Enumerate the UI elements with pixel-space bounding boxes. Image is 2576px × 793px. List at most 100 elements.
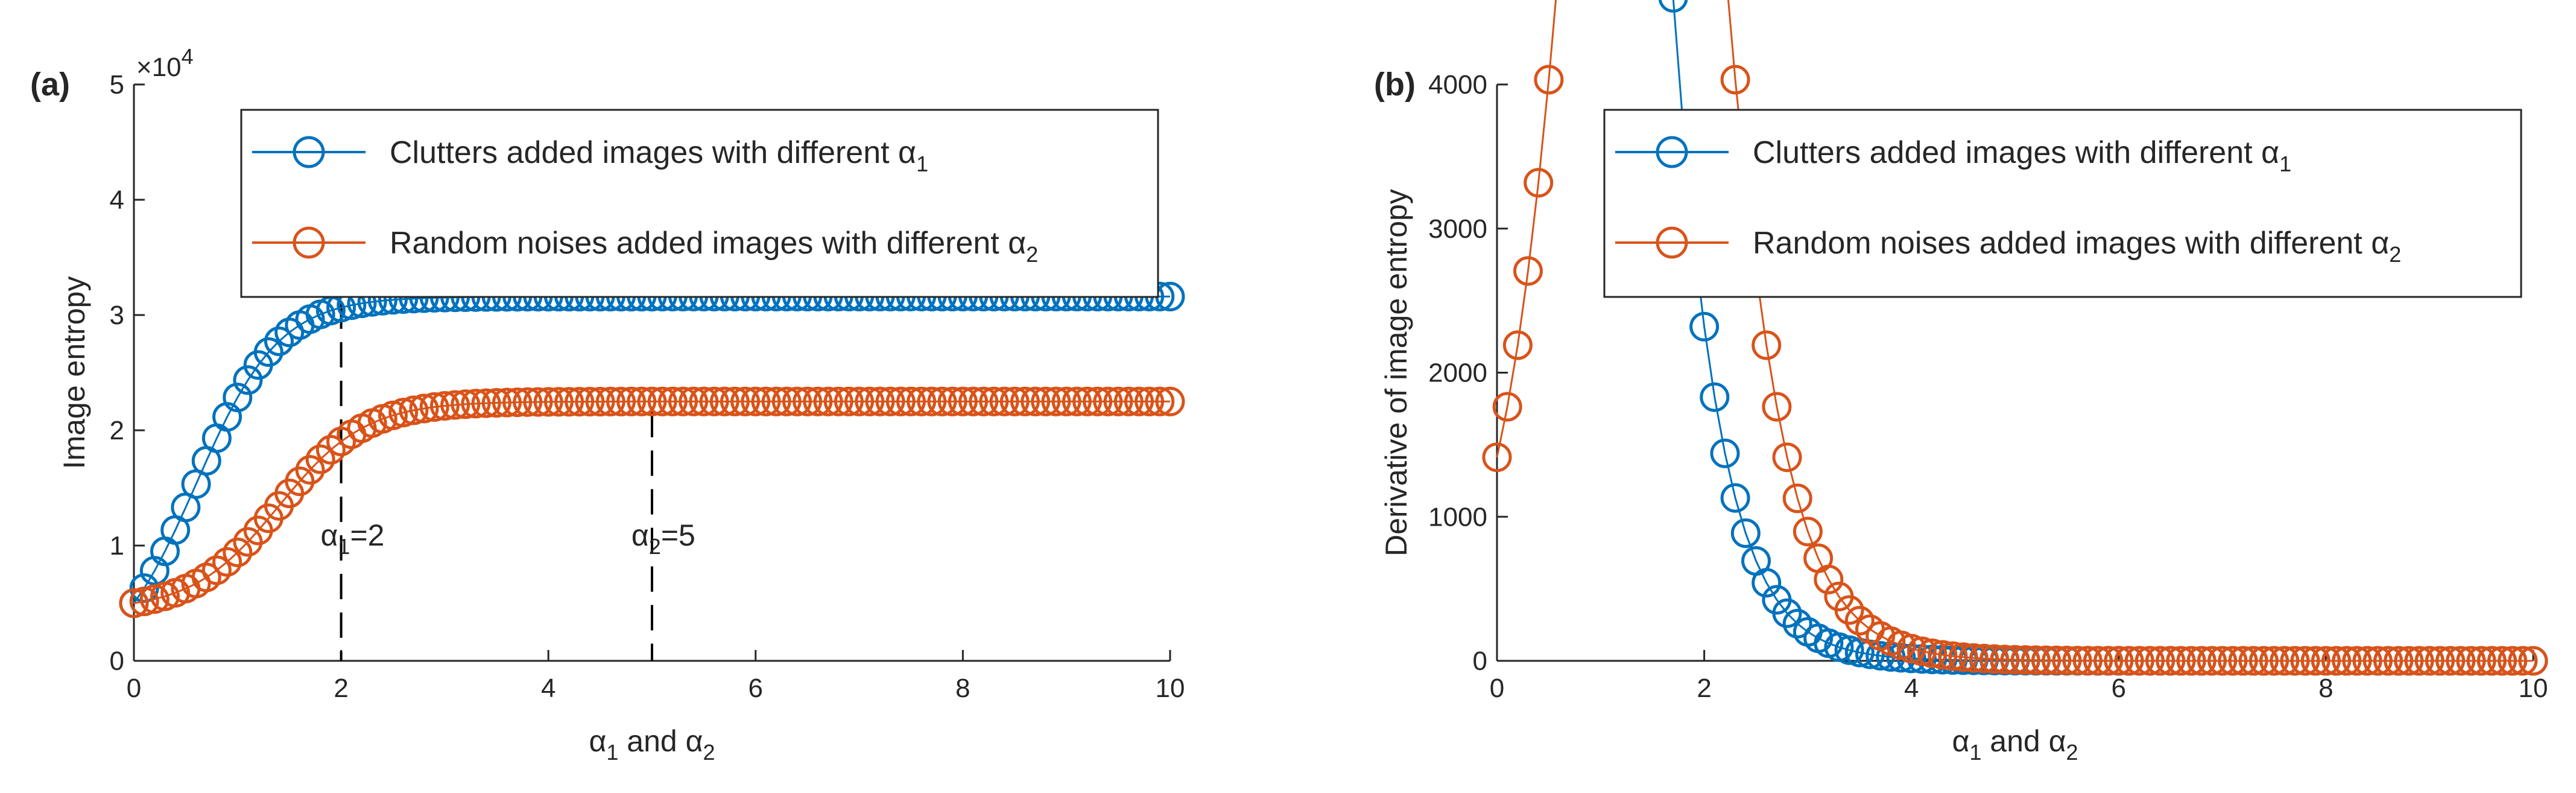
series-marker xyxy=(388,398,419,428)
series-marker xyxy=(999,386,1030,416)
series-marker xyxy=(1502,330,1533,360)
series-marker xyxy=(834,386,864,416)
series-marker xyxy=(2176,646,2206,676)
series-marker xyxy=(1083,386,1113,416)
series-marker xyxy=(2072,646,2103,676)
series-marker xyxy=(2010,645,2040,675)
series-marker xyxy=(793,386,823,416)
series-marker xyxy=(1720,483,1750,513)
y-tick-label: 1000 xyxy=(1428,502,1487,532)
series-marker xyxy=(1793,517,1823,547)
series-marker xyxy=(2062,646,2092,676)
y-axis-label: Image entropy xyxy=(57,276,91,470)
series-marker xyxy=(295,455,325,485)
y-tick-label: 4000 xyxy=(1428,70,1487,100)
series-marker xyxy=(1782,483,1812,514)
legend-marker xyxy=(1656,136,1688,168)
series-marker xyxy=(1124,386,1154,416)
series-marker xyxy=(948,386,978,416)
series-marker xyxy=(2124,646,2154,676)
series-marker xyxy=(1752,568,1782,598)
y-tick-label: 0 xyxy=(110,646,124,676)
annotation-text: α2=5 xyxy=(631,518,695,559)
series-marker xyxy=(647,386,677,416)
series-marker xyxy=(2466,646,2496,676)
series-marker xyxy=(803,386,833,416)
series-marker xyxy=(1482,442,1512,473)
series-marker xyxy=(2498,646,2528,676)
y-tick-label: 3 xyxy=(110,301,124,330)
series-marker xyxy=(1948,642,1978,672)
series-marker xyxy=(657,386,688,416)
panel-b: 0 2 4 6 8 10 0 1000 2000 3000 4000 (b) α1 and α2 Deri… xyxy=(1374,0,2548,765)
series-marker xyxy=(2404,646,2434,676)
series-marker xyxy=(429,391,460,421)
series-marker xyxy=(969,386,999,416)
series-marker xyxy=(813,386,843,416)
series-marker xyxy=(1762,392,1792,422)
series-marker xyxy=(699,386,729,416)
series-marker xyxy=(782,386,812,416)
series-marker xyxy=(461,389,491,419)
x-tick-label: 6 xyxy=(748,674,763,703)
series-marker xyxy=(616,386,647,416)
panel-a: 0 2 4 6 8 10 0 1 2 3 4 5 ×104 (a) α1 and α2 Image entro… xyxy=(30,44,1185,765)
series-marker xyxy=(2476,646,2507,676)
series-marker xyxy=(471,388,501,418)
series-marker xyxy=(2031,645,2061,675)
series-marker xyxy=(865,386,895,416)
series-marker xyxy=(233,365,263,395)
series-marker xyxy=(1834,635,1864,665)
series-marker xyxy=(2238,646,2268,676)
series-marker xyxy=(1103,386,1133,416)
series-marker xyxy=(885,386,916,416)
series-marker xyxy=(2000,645,2030,675)
y-tick-label: 2 xyxy=(110,416,124,445)
y-tick-label: 4 xyxy=(110,185,124,215)
series-marker xyxy=(2362,646,2393,676)
series-marker xyxy=(2052,645,2082,675)
series-marker xyxy=(1782,608,1812,639)
series-marker xyxy=(2332,646,2362,676)
series-marker xyxy=(2280,646,2310,676)
series-marker xyxy=(1990,645,2020,675)
series-marker xyxy=(1113,386,1144,416)
series-marker xyxy=(2104,646,2134,676)
panel-label: (a) xyxy=(30,66,70,103)
series-marker xyxy=(1145,386,1175,416)
annotation-text: α1=2 xyxy=(321,518,385,559)
x-tick-label: 8 xyxy=(2318,674,2333,703)
series-marker xyxy=(440,390,470,420)
series-marker xyxy=(1844,606,1875,635)
x-tick-label: 2 xyxy=(334,674,348,703)
series-marker xyxy=(1062,386,1092,416)
series-marker xyxy=(2290,646,2320,676)
series-marker xyxy=(1958,643,1989,673)
legend-marker xyxy=(293,136,325,168)
series-marker xyxy=(253,337,283,367)
series-marker xyxy=(223,537,253,567)
series-marker xyxy=(305,444,335,474)
series-marker xyxy=(1524,168,1554,198)
y-tick-label: 2000 xyxy=(1428,358,1487,388)
series-marker xyxy=(1534,65,1564,95)
series-marker xyxy=(761,386,791,416)
series-marker xyxy=(523,387,553,417)
series-marker xyxy=(585,387,615,416)
series-marker xyxy=(2300,646,2331,676)
series-marker xyxy=(492,387,522,418)
series-marker xyxy=(1720,65,1750,95)
legend-marker xyxy=(293,226,325,259)
x-tick-label: 4 xyxy=(541,674,555,703)
series-marker xyxy=(1917,639,1948,668)
series-marker xyxy=(2394,646,2424,676)
series-marker xyxy=(533,387,563,417)
series-marker xyxy=(1938,641,1968,671)
series-marker xyxy=(1969,643,1999,674)
series-marker xyxy=(419,392,449,422)
x-tick-label: 8 xyxy=(955,674,970,703)
series-marker xyxy=(907,386,937,416)
series-marker xyxy=(451,389,481,419)
series-marker xyxy=(481,388,511,418)
